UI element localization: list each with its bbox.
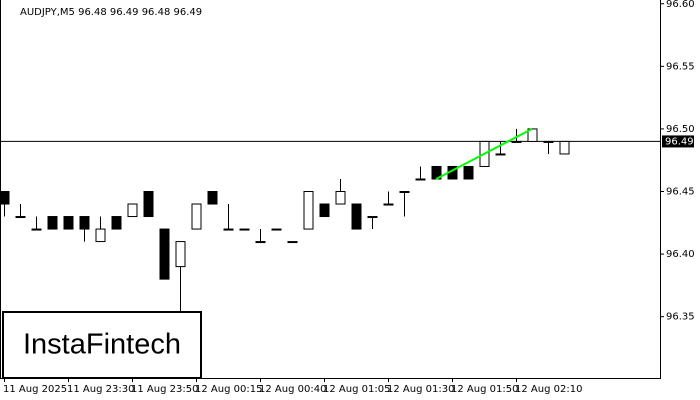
- chart-title: AUDJPY,M5 96.48 96.49 96.48 96.49: [20, 7, 202, 18]
- candle-body: [0, 191, 10, 205]
- candle-body: [191, 203, 202, 230]
- logo-box: [2, 311, 202, 379]
- candle-body: [175, 241, 186, 268]
- candle-body: [31, 228, 42, 231]
- x-tick-label: 11 Aug 23:50: [131, 384, 198, 395]
- candle-body: [111, 216, 122, 230]
- y-tick-label: 96.35: [666, 312, 695, 323]
- candle-body: [383, 203, 394, 206]
- candle-body: [303, 191, 314, 230]
- y-tick-label: 96.40: [666, 249, 695, 260]
- y-tick-label: 96.50: [666, 124, 695, 135]
- candle-body: [95, 228, 106, 243]
- candle-body: [271, 228, 282, 231]
- x-tick-label: 11 Aug 23:30: [67, 384, 134, 395]
- logo: InstaFintech: [23, 329, 181, 361]
- candle-body: [463, 165, 474, 180]
- candle-body: [543, 140, 554, 143]
- candle-body: [239, 228, 250, 231]
- x-tick-label: 12 Aug 00:15: [195, 384, 262, 395]
- candle-body: [399, 191, 410, 194]
- last-price-label: 96.49: [665, 136, 694, 147]
- candle-body: [159, 228, 170, 280]
- x-tick-label: 11 Aug 2025: [3, 384, 67, 395]
- candle-body: [351, 203, 362, 230]
- x-tick-label: 12 Aug 01:05: [323, 384, 390, 395]
- candle-body: [47, 216, 58, 230]
- candle-body: [319, 203, 330, 218]
- candle-body: [79, 216, 90, 230]
- y-tick-label: 96.60: [666, 0, 695, 10]
- last-price-box: [662, 135, 694, 148]
- candle-body: [335, 191, 346, 205]
- candle-body: [367, 216, 378, 219]
- candle-body: [15, 216, 26, 219]
- y-tick-label: 96.45: [666, 187, 695, 198]
- candle-body: [255, 241, 266, 244]
- trendline: [435, 128, 533, 180]
- x-tick-label: 12 Aug 02:10: [515, 384, 582, 395]
- candle-body: [415, 178, 426, 181]
- candle-body: [287, 241, 298, 244]
- candle-body: [559, 140, 570, 155]
- candle-body: [63, 216, 74, 230]
- x-tick-label: 12 Aug 01:50: [451, 384, 518, 395]
- candle-body: [223, 228, 234, 231]
- x-tick-label: 12 Aug 01:30: [387, 384, 454, 395]
- candle-body: [143, 191, 154, 218]
- y-tick-label: 96.55: [666, 61, 695, 72]
- candle-body: [527, 128, 538, 142]
- candle-body: [127, 203, 138, 218]
- candle-body: [511, 140, 522, 143]
- x-tick-label: 12 Aug 00:40: [259, 384, 326, 395]
- candle-body: [207, 191, 218, 205]
- marks: [0, 128, 660, 317]
- candle-body: [495, 153, 506, 156]
